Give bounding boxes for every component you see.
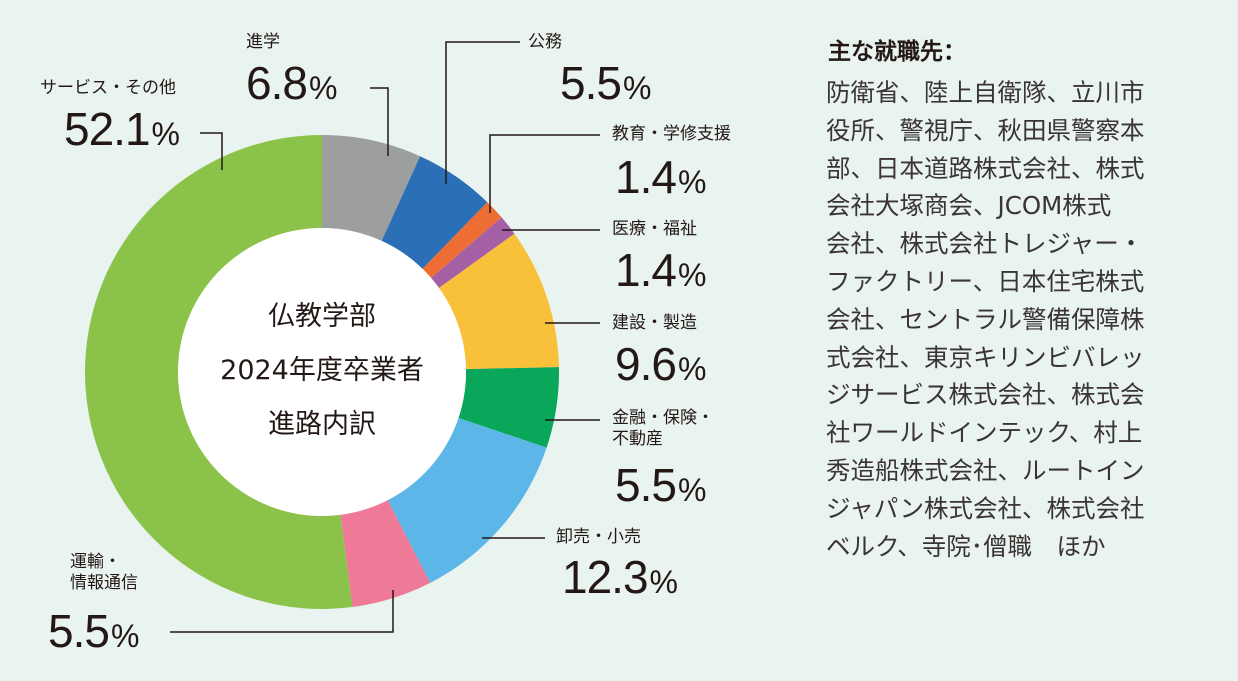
value-shingaku: 6.8% [246,57,337,109]
employers-line: 秀造船株式会社、ルートイン [826,455,1145,485]
employers-line: 会社、セントラル警備保障株 [826,304,1145,334]
donut-slice-4 [438,233,559,370]
leader-line-kyouiku [489,134,600,213]
center-title: 仏教学部 2024年度卒業者 進路内訳 [180,290,464,452]
label-shingaku: 進学 [246,32,280,52]
label-kensetsu: 建設・製造 [612,313,697,333]
label-oroshiuri: 卸売・小売 [556,527,641,547]
donut-slice-1 [381,156,488,269]
employers-line: 社ワールドインテック、村上 [826,418,1143,448]
donut-slice-8 [84,135,353,610]
leader-lines [170,41,600,633]
employers-line: ファクトリー、日本住宅株式 [826,266,1145,296]
center-title-line: 仏教学部 [268,301,376,332]
donut-slice-7 [340,500,431,608]
label-service: サービス・その他 [40,78,176,98]
leader-line-koumu [445,41,520,184]
value-kinyuu: 5.5% [615,459,706,511]
label-kyouiku: 教育・学修支援 [612,124,731,144]
value-kensetsu: 9.6% [615,338,706,390]
label-koumu: 公務 [528,32,562,52]
label-kinyuu: 金融・保険・ 不動産 [612,408,714,449]
center-title-line: 2024年度卒業者 [220,355,424,386]
employers-title: 主な就職先： [828,39,966,65]
employers-line: ジサービス株式会社、株式会 [826,380,1145,410]
value-koumu: 5.5% [560,57,651,109]
employers-line: 役所、警視庁、秋田県警察本 [826,115,1145,145]
donut-slice-0 [322,135,421,241]
employers-line: ジャパン株式会社、株式会社 [826,493,1145,523]
employers-line: 式会社、東京キリンビバレッ [826,342,1145,372]
donut-slice-2 [422,202,502,279]
employers-line: ベルク、寺院･僧職 ほか [826,531,1106,561]
leader-line-shingaku [370,87,389,156]
donut-slice-3 [431,217,515,288]
leader-line-service [200,132,223,170]
leader-line-unyu [170,590,394,633]
label-iryou: 医療・福祉 [612,219,697,239]
employers-line: 防衛省、陸上自衛隊、立川市 [826,78,1145,107]
donut-hole [178,228,466,516]
employers-line: 会社、株式会社トレジャー・ [826,229,1144,259]
employers-line: 部、日本道路株式会社、株式 [826,153,1145,183]
value-iryou: 1.4% [615,244,706,296]
center-title-line: 進路内訳 [268,409,376,440]
value-unyu: 5.5% [48,605,139,657]
employers-line: 会社大塚商会、JCOM株式 [826,191,1112,221]
employers-list: 防衛省、陸上自衛隊、立川市 役所、警視庁、秋田県警察本 部、日本道路株式会社、株式会… [826,74,1216,565]
value-kyouiku: 1.4% [615,151,706,203]
donut-slice-6 [387,417,547,583]
donut-slice-5 [458,367,559,448]
value-service: 52.1% [64,103,180,155]
value-oroshiuri: 12.3% [562,551,678,603]
label-unyu: 運輸・ 情報通信 [70,552,138,593]
